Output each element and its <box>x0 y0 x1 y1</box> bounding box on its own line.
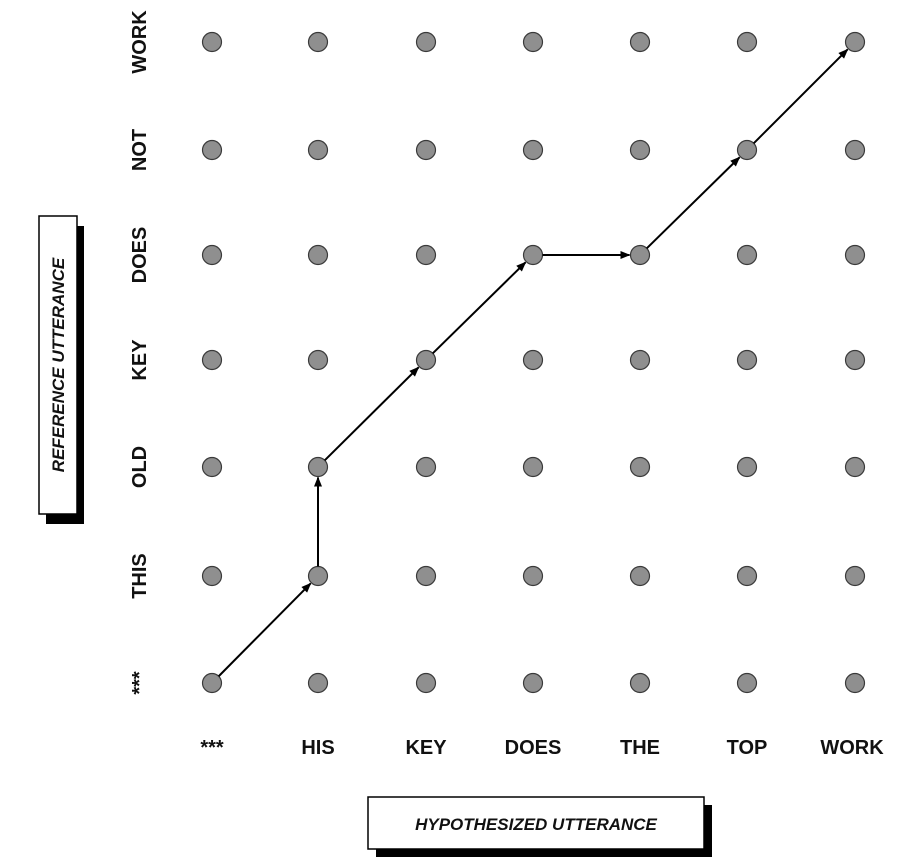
x-tick-label: HIS <box>301 737 334 759</box>
lattice-node <box>844 349 866 371</box>
lattice-node <box>629 31 651 53</box>
lattice-node <box>201 672 223 694</box>
x-tick-label: TOP <box>727 737 768 759</box>
lattice-node <box>201 565 223 587</box>
x-tick-label: *** <box>200 737 224 759</box>
lattice-node <box>844 456 866 478</box>
path-arrow <box>217 582 312 677</box>
lattice-node <box>736 31 758 53</box>
lattice-node <box>415 244 437 266</box>
y-tick-label: KEY <box>129 339 151 381</box>
lattice-node <box>629 672 651 694</box>
lattice-nodes <box>201 31 866 694</box>
lattice-node <box>736 672 758 694</box>
lattice-node <box>522 349 544 371</box>
y-axis-title-box: REFERENCE UTTERANCE <box>38 215 84 524</box>
y-tick-label: THIS <box>129 553 151 599</box>
lattice-node <box>522 565 544 587</box>
lattice-node <box>201 31 223 53</box>
lattice-node <box>522 244 544 266</box>
lattice-node <box>844 244 866 266</box>
lattice-node <box>415 672 437 694</box>
x-tick-label: THE <box>620 737 660 759</box>
y-tick-label: NOT <box>129 129 151 171</box>
lattice-node <box>736 456 758 478</box>
path-arrow <box>324 366 420 462</box>
lattice-node <box>629 139 651 161</box>
y-tick-label: DOES <box>129 227 151 284</box>
lattice-node <box>736 244 758 266</box>
lattice-node <box>629 456 651 478</box>
lattice-node <box>415 349 437 371</box>
lattice-node <box>522 456 544 478</box>
lattice-node <box>736 349 758 371</box>
x-axis-title: HYPOTHESIZED UTTERANCE <box>415 815 657 834</box>
x-axis-labels: *** HIS KEY DOES THE TOP WORK <box>200 737 884 759</box>
lattice-node <box>415 456 437 478</box>
lattice-node <box>201 139 223 161</box>
y-axis-labels: *** THIS OLD KEY DOES NOT WORK <box>129 10 151 695</box>
x-tick-label: KEY <box>405 737 447 759</box>
lattice-node <box>736 565 758 587</box>
path-arrow <box>646 156 741 250</box>
lattice-node <box>736 139 758 161</box>
lattice-node <box>844 139 866 161</box>
lattice-node <box>844 31 866 53</box>
lattice-node <box>307 139 329 161</box>
lattice-node <box>844 565 866 587</box>
lattice-node <box>415 139 437 161</box>
lattice-node <box>522 139 544 161</box>
lattice-node <box>522 31 544 53</box>
lattice-node <box>201 456 223 478</box>
lattice-node <box>307 349 329 371</box>
path-arrow <box>753 48 849 144</box>
lattice-node <box>629 349 651 371</box>
y-axis-title: REFERENCE UTTERANCE <box>49 257 68 472</box>
lattice-node <box>629 565 651 587</box>
lattice-node <box>307 565 329 587</box>
lattice-node <box>307 31 329 53</box>
path-arrow <box>432 261 527 355</box>
lattice-node <box>307 456 329 478</box>
alignment-path <box>217 48 849 677</box>
lattice-node <box>201 349 223 371</box>
x-axis-title-box: HYPOTHESIZED UTTERANCE <box>367 796 712 857</box>
lattice-node <box>629 244 651 266</box>
lattice-node <box>307 672 329 694</box>
lattice-node <box>522 672 544 694</box>
x-tick-label: DOES <box>505 737 562 759</box>
lattice-node <box>415 565 437 587</box>
lattice-node <box>201 244 223 266</box>
lattice-node <box>307 244 329 266</box>
x-tick-label: WORK <box>820 737 884 759</box>
lattice-node <box>415 31 437 53</box>
y-tick-label: OLD <box>129 446 151 488</box>
y-tick-label: WORK <box>129 10 151 74</box>
y-tick-label: *** <box>129 671 151 695</box>
lattice-node <box>844 672 866 694</box>
